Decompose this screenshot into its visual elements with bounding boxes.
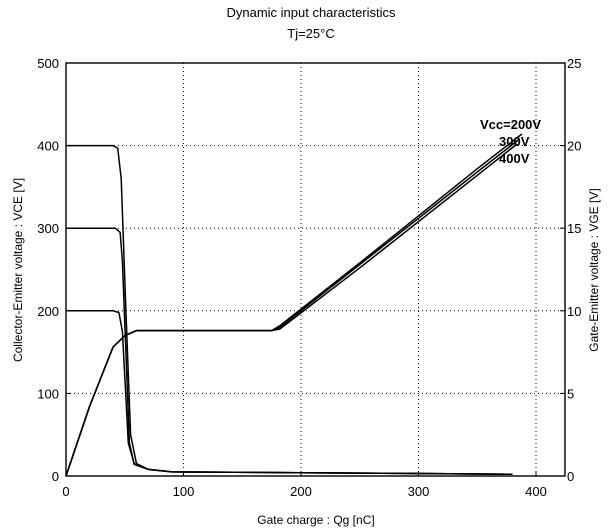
label-300v: 300V [499,134,530,149]
chart-title: Dynamic input characteristics [226,5,396,20]
y-left-tick-label-2: 200 [37,304,59,319]
y-right-axis-label: Gate-Emitter voltage : VGE [V] [587,188,601,351]
y-right-tick-label-1: 5 [567,386,574,401]
curve-vce-300v-1 [66,227,513,476]
y-left-tick-label-5: 500 [37,56,59,71]
curves [65,133,523,477]
plot-frame [65,62,566,477]
y-right-tick-labels: 0 5 10 15 20 25 [560,56,581,484]
y-left-tick-label-0: 0 [52,469,59,484]
curve-vge-400v-5 [65,143,518,477]
y-left-tick-label-1: 100 [37,386,59,401]
label-vcc-200v: Vcc=200V [480,117,541,132]
y-right-tick-label-0: 0 [567,469,574,484]
x-tick-labels: 0 100 200 300 400 [62,471,547,499]
y-right-tick-label-5: 25 [567,56,581,71]
curve-vce-400v-2 [66,144,513,476]
label-400v: 400V [499,151,530,166]
y-left-tick-labels: 0 100 200 300 400 500 [37,56,71,484]
y-left-axis-label: Collector-Emitter voltage : VCE [V] [11,178,25,362]
x-tick-label-2: 200 [290,484,312,499]
x-axis-label: Gate charge : Qg [nC] [257,513,374,527]
grid-lines [66,63,565,476]
y-left-tick-label-4: 400 [37,139,59,154]
x-tick-label-3: 300 [408,484,430,499]
y-right-tick-label-4: 20 [567,139,581,154]
chart-subtitle: Tj=25°C [287,26,334,41]
curve-vge-vcc-200v-3 [65,133,523,477]
x-tick-label-1: 100 [173,484,195,499]
x-tick-label-0: 0 [62,484,69,499]
y-right-tick-label-3: 15 [567,221,581,236]
y-right-tick-label-2: 10 [567,304,581,319]
y-left-tick-label-3: 300 [37,221,59,236]
x-tick-label-4: 400 [525,484,547,499]
